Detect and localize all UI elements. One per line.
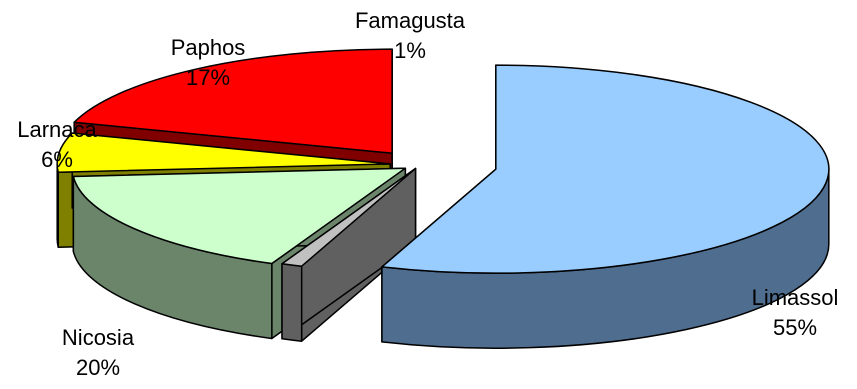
slice-label-nicosia: Nicosia: [62, 325, 135, 350]
pie-slice-famagusta-outer-wall: [281, 263, 303, 342]
pie-slice-larnaca-outer-wall: [56, 163, 59, 248]
pie-slice-limassol-top: [381, 64, 830, 274]
pie-slice-famagusta: [281, 167, 417, 342]
slice-label-limassol: Limassol: [752, 285, 839, 310]
pie-slice-paphos-top: [72, 167, 407, 265]
slice-label-famagusta: Famagusta: [355, 8, 466, 33]
slice-label-larnaca: Larnaca: [17, 117, 97, 142]
pie-slice-famagusta-top: [281, 167, 417, 267]
slice-percent-nicosia: 20%: [76, 355, 120, 380]
slices-layer: [56, 48, 830, 349]
pie-slice-limassol: [381, 64, 830, 349]
slice-label-paphos: Paphos: [171, 35, 246, 60]
pie-slice-larnaca-top: [56, 132, 391, 173]
slice-percent-famagusta: 1%: [394, 38, 426, 63]
slice-percent-larnaca: 6%: [41, 147, 73, 172]
slice-percent-limassol: 55%: [773, 315, 817, 340]
labels-layer: Limassol 55% Famagusta 1% Paphos 17% Larnaca 6%…: [17, 8, 838, 380]
slice-percent-paphos: 17%: [186, 65, 230, 90]
pie-slice-nicosia-top: [73, 48, 393, 154]
